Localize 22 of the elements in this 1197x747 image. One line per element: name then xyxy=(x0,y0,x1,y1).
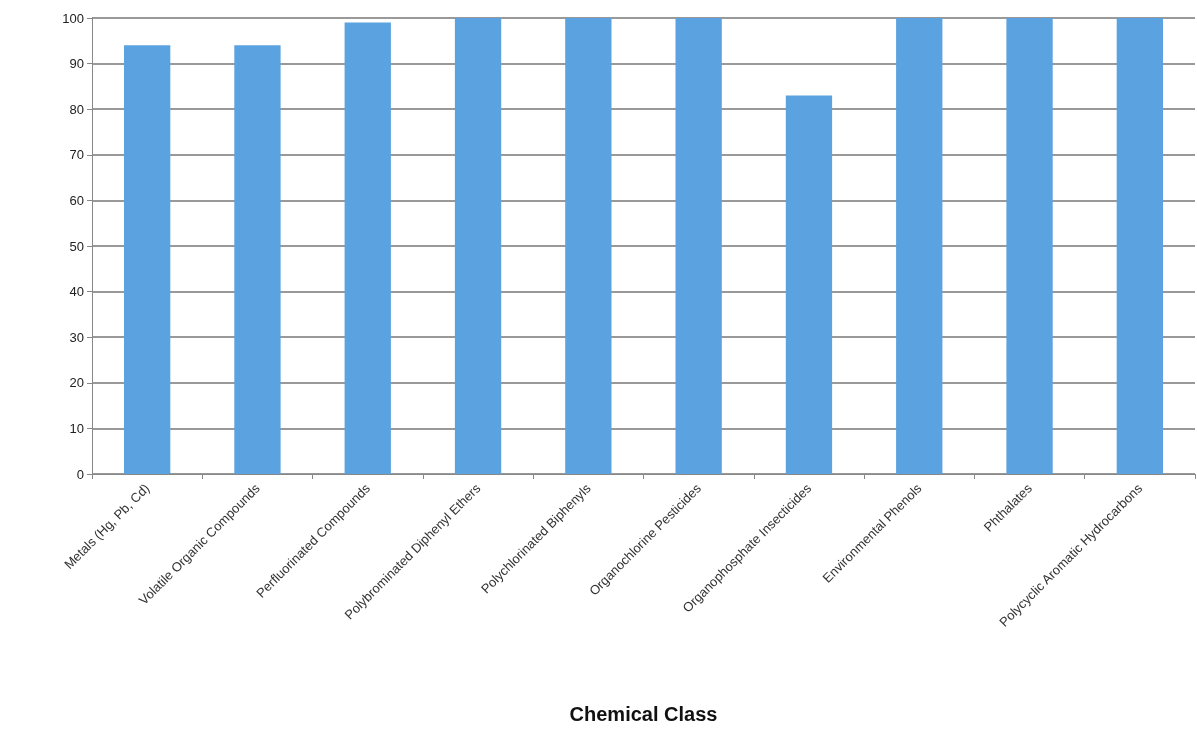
bar xyxy=(454,18,502,474)
bar xyxy=(675,18,722,474)
y-tick-label: 40 xyxy=(69,284,84,300)
y-tick-label: 80 xyxy=(69,101,84,117)
bar xyxy=(344,22,391,474)
bar xyxy=(785,95,833,474)
y-tick-label: 90 xyxy=(69,56,84,72)
y-tick-label: 70 xyxy=(69,147,84,163)
y-tick-label: 60 xyxy=(69,192,84,208)
y-tick-label: 10 xyxy=(69,420,84,436)
bar xyxy=(896,18,943,474)
y-tick-label: 50 xyxy=(69,238,84,254)
bar xyxy=(1116,18,1164,474)
y-tick-label: 30 xyxy=(69,329,84,345)
y-tick-label: 0 xyxy=(76,466,84,482)
x-axis-title: Chemical Class xyxy=(569,703,718,725)
bar xyxy=(234,45,281,474)
bar xyxy=(123,45,171,474)
bar xyxy=(1006,18,1053,474)
y-tick-label: 20 xyxy=(69,375,84,391)
bar xyxy=(565,18,612,474)
y-tick-label: 100 xyxy=(62,10,84,26)
